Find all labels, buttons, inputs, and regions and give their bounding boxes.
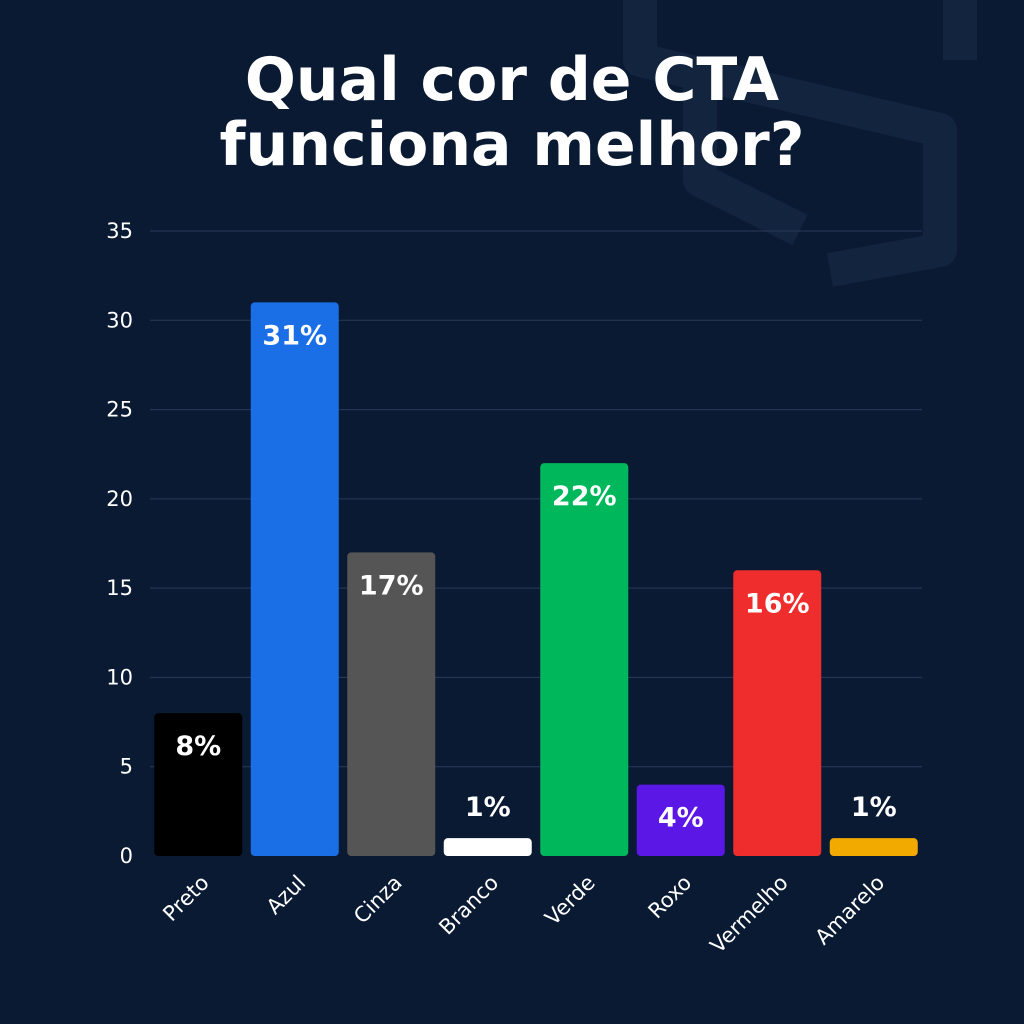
y-tick-label: 5: [120, 755, 133, 779]
y-tick-label: 10: [106, 665, 133, 689]
data-label-azul: 31%: [262, 320, 327, 351]
chart-title-line-2: funciona melhor?: [219, 110, 804, 180]
data-label-preto: 8%: [175, 731, 221, 762]
y-axis-ticks: 0 5 10 15 20 25 30 35: [106, 219, 133, 868]
data-label-verde: 22%: [552, 481, 617, 512]
data-label-vermelho: 16%: [745, 588, 810, 619]
bars: [154, 302, 918, 856]
y-tick-label: 25: [106, 398, 133, 422]
data-label-branco: 1%: [465, 792, 511, 823]
data-label-roxo: 4%: [658, 803, 704, 834]
x-axis-labels: Preto Azul Cinza Branco Verde Roxo Vermelho Ama…: [158, 871, 889, 958]
chart-title-line-1: Qual cor de CTA: [245, 45, 780, 115]
y-tick-label: 20: [106, 487, 133, 511]
x-tick-label-vermelho: Vermelho: [706, 871, 793, 958]
bar-preto: [154, 713, 243, 856]
y-tick-label: 30: [106, 308, 133, 332]
x-tick-label-verde: Verde: [540, 871, 600, 931]
x-tick-label-amarelo: Amarelo: [810, 871, 889, 950]
x-tick-label-roxo: Roxo: [644, 871, 697, 924]
x-tick-label-cinza: Cinza: [349, 871, 407, 929]
y-tick-label: 15: [106, 576, 133, 600]
bar-cinza: [347, 552, 436, 856]
data-labels: 8% 31% 17% 1% 22% 4% 16% 1%: [175, 320, 896, 833]
bar-vermelho: [733, 570, 822, 856]
x-tick-label-preto: Preto: [158, 871, 213, 926]
x-tick-label-branco: Branco: [434, 871, 503, 940]
data-label-cinza: 17%: [359, 570, 424, 601]
watermark-logo: [623, 0, 977, 287]
x-tick-label-azul: Azul: [262, 871, 310, 919]
bar-verde: [540, 463, 629, 856]
bar-branco: [443, 838, 532, 856]
y-tick-label: 0: [120, 844, 133, 868]
data-label-amarelo: 1%: [851, 792, 897, 823]
bar-amarelo: [829, 838, 918, 856]
bar-azul: [250, 302, 339, 856]
y-tick-label: 35: [106, 219, 133, 243]
bar-roxo: [636, 784, 725, 856]
